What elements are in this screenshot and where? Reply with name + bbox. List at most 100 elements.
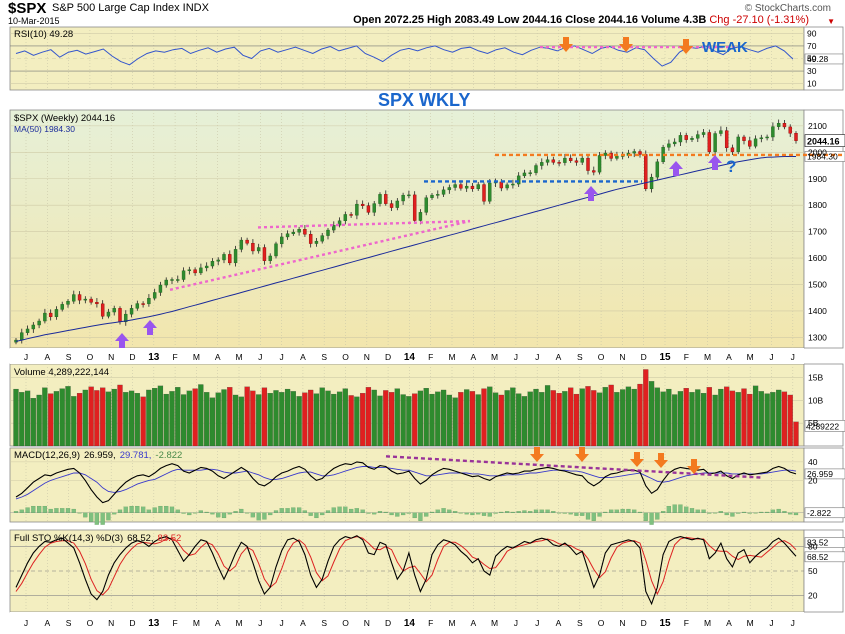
macd-histogram-bar — [175, 509, 180, 513]
macd-histogram-bar — [100, 512, 105, 525]
month-label-bottom: A — [300, 618, 306, 628]
price-candle — [291, 231, 296, 234]
macd-histogram-bar — [643, 512, 648, 521]
price-candle — [181, 270, 186, 280]
macd-histogram-bar — [297, 507, 302, 513]
macd-histogram-bar — [493, 512, 498, 514]
volume-bar — [308, 389, 314, 447]
volume-bar — [539, 392, 545, 447]
price-tick-label: 1300 — [808, 332, 827, 342]
volume-bar — [284, 388, 291, 447]
macd-histogram-bar — [770, 509, 775, 513]
macd-histogram-bar — [54, 508, 59, 513]
macd-histogram-bar — [60, 508, 65, 513]
month-label-top: S — [66, 352, 72, 362]
macd-histogram-bar — [678, 504, 683, 513]
macd-histogram-bar — [146, 509, 151, 513]
watermark: © StockCharts.com — [744, 3, 831, 14]
volume-bar — [175, 387, 181, 447]
price-candle — [759, 137, 764, 140]
macd-histogram-bar — [505, 511, 510, 513]
month-label-top: A — [726, 352, 732, 362]
macd-histogram-bar — [499, 511, 504, 513]
ohlc-readout: Open 2072.25 High 2083.49 Low 2044.16 Cl… — [353, 14, 809, 26]
price-candle — [499, 181, 504, 189]
month-label-top: A — [556, 352, 562, 362]
volume-bar — [163, 393, 169, 447]
macd-histogram-bar — [308, 512, 313, 516]
macd-last-box — [804, 468, 845, 480]
price-candle — [343, 214, 348, 222]
purple-up-arrow — [115, 333, 129, 348]
macd-histogram-bar — [782, 511, 787, 513]
volume-bar — [400, 394, 406, 447]
volume-bar — [360, 393, 366, 447]
macd-histogram-bar — [603, 511, 608, 513]
month-label-top: N — [619, 352, 625, 362]
rsi-tick-label: 70 — [807, 41, 817, 51]
month-label-bottom: J — [535, 618, 539, 628]
volume-bar — [354, 396, 360, 447]
price-candle — [320, 235, 324, 242]
sto-tick-label: 20 — [808, 591, 818, 601]
volume-bar — [498, 394, 504, 447]
volume-bar — [423, 388, 429, 447]
price-candle — [89, 298, 93, 303]
symbol-description: S&P 500 Large Cap Index INDX — [52, 2, 209, 14]
volume-bar — [747, 393, 753, 447]
price-candle — [603, 152, 608, 156]
month-label-top: N — [108, 352, 114, 362]
price-candle — [233, 249, 238, 264]
macd-histogram-bar — [666, 505, 671, 513]
volume-bar — [24, 390, 31, 447]
price-candle — [592, 170, 596, 173]
month-label-top: J — [535, 352, 539, 362]
rsi-last-box — [804, 53, 844, 65]
price-candle — [563, 157, 567, 163]
sto-k-box — [804, 551, 845, 563]
macd-histogram-bar — [221, 512, 227, 519]
volume-bar — [100, 387, 106, 447]
volume-bar — [718, 388, 724, 447]
macd-histogram-bar — [470, 512, 475, 516]
price-candle — [222, 254, 226, 261]
volume-bar — [13, 388, 19, 447]
volume-bar — [793, 421, 799, 447]
macd-histogram-bar — [366, 512, 371, 514]
macd-histogram-bar — [164, 505, 169, 513]
price-candle — [239, 239, 244, 250]
macd-histogram-bar — [360, 509, 365, 513]
month-label-bottom: 15 — [659, 618, 671, 629]
volume-bar — [429, 393, 435, 447]
price-candle — [528, 172, 532, 174]
price-candle — [713, 133, 717, 152]
volume-bar — [724, 386, 730, 447]
price-candle — [782, 123, 787, 128]
macd-histogram-bar — [106, 512, 111, 521]
price-tick-label: 1600 — [808, 253, 827, 263]
price-candle — [701, 132, 706, 135]
macd-histogram-bar — [227, 512, 232, 515]
month-label-bottom: N — [619, 618, 625, 628]
volume-bar — [117, 384, 123, 447]
volume-tick-label: 15B — [808, 373, 823, 383]
month-label-bottom: M — [193, 618, 200, 628]
price-candle — [337, 220, 342, 226]
macd-histogram-bar — [655, 512, 660, 520]
price-candle — [401, 194, 405, 202]
volume-bar — [209, 397, 216, 447]
volume-bar — [648, 381, 655, 447]
macd-histogram-bar — [187, 512, 192, 516]
volume-last-label: 4289222 — [806, 421, 839, 431]
month-label-bottom: J — [258, 618, 262, 628]
macd-histogram-bar — [632, 509, 637, 513]
volume-bar — [94, 390, 100, 447]
macd-histogram-bar — [447, 509, 452, 513]
volume-bar — [319, 387, 325, 447]
macd-histogram-bar — [684, 506, 689, 513]
price-candle — [482, 184, 486, 202]
macd-histogram-bar — [418, 512, 423, 521]
volume-bar — [192, 388, 198, 447]
volume-bar — [550, 390, 556, 447]
triangle-down-icon[interactable]: ▼ — [827, 17, 835, 26]
